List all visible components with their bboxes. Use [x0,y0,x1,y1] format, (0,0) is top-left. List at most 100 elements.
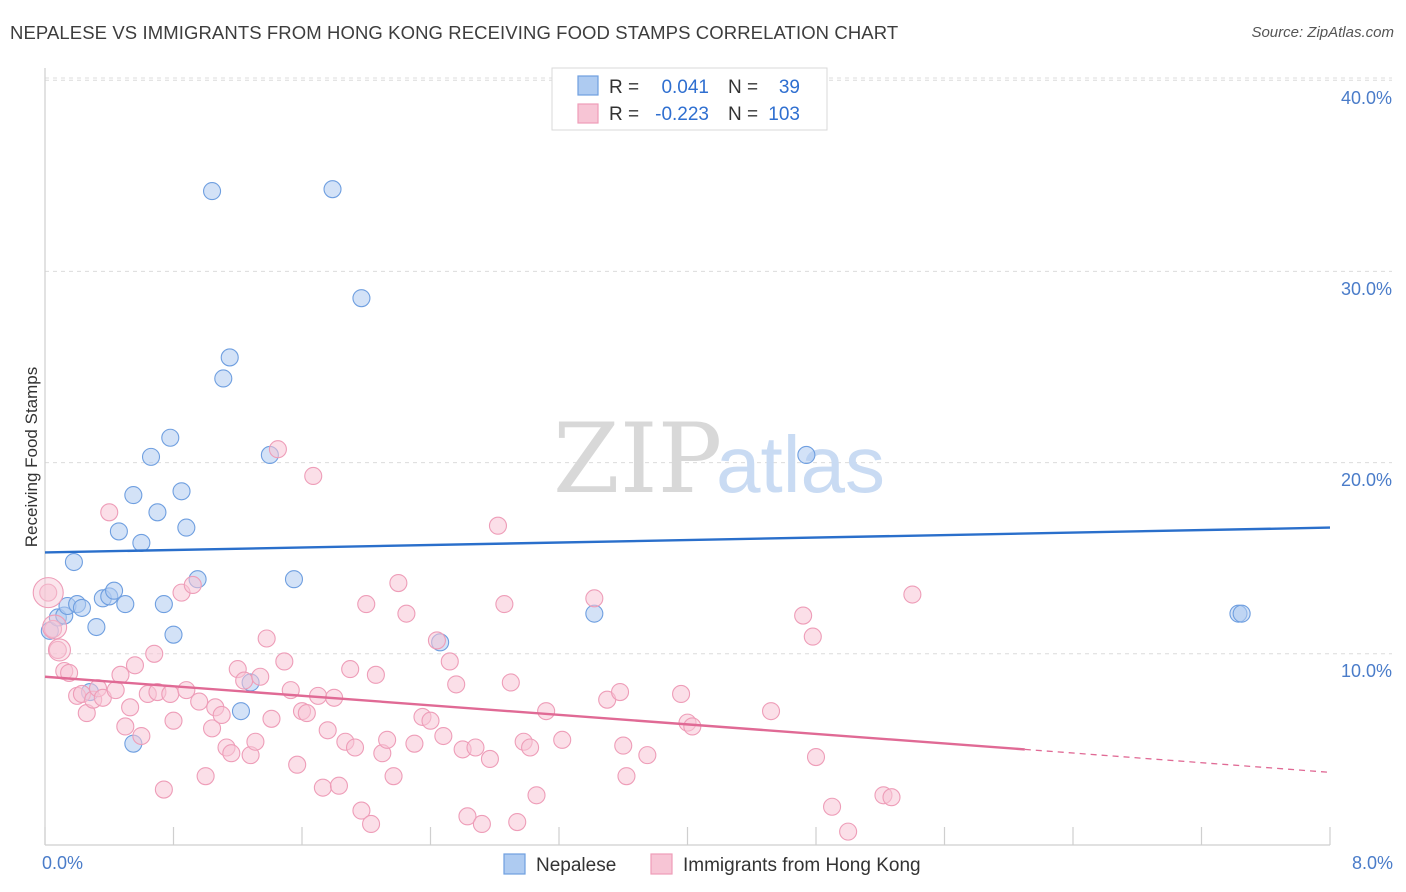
data-point [39,583,58,602]
stats-legend-r-label-hong-kong: R = [609,104,639,125]
data-point-large [32,577,64,609]
data-point [177,518,196,537]
data-point [421,711,440,730]
data-point [672,684,691,704]
data-point [794,606,813,625]
legend-label-hong-kong: Immigrants from Hong Kong [683,855,921,876]
y-tick-label-30: 30.0% [1341,279,1392,299]
data-point [288,755,307,774]
data-point [508,813,527,832]
data-point [161,684,180,704]
stats-legend-r-label-nepalese: R = [609,77,639,98]
data-point [105,581,124,600]
chart-source: Source: ZipAtlas.com [1251,24,1394,41]
data-point [161,428,180,447]
watermark: ZIP atlas [553,403,885,515]
data-point [64,552,83,572]
data-point [148,503,167,522]
data-point [190,692,209,711]
x-tick-label-min: 0.0% [42,853,83,873]
watermark-zip: ZIP [553,403,722,515]
data-point [553,730,572,749]
data-point [203,182,222,201]
stats-legend-r-value-hong-kong: -0.223 [655,104,709,125]
data-point [329,776,348,795]
data-point [132,533,151,552]
data-point [203,719,222,738]
data-point [389,574,408,593]
legend-label-nepalese: Nepalese [536,855,616,876]
y-axis-title: Receiving Food Stamps [22,367,41,547]
data-point [48,640,67,660]
data-point [125,656,144,675]
series-hong-kong-large-points [32,577,72,662]
trend-line-extension-hong-kong [1024,748,1331,773]
data-point [357,595,376,614]
data-point [212,705,231,725]
data-point [527,786,546,805]
data-point [823,797,842,816]
data-point [246,732,265,751]
data-point [154,595,173,614]
data-point [222,744,241,763]
data-point [154,780,173,799]
data-point [405,734,424,753]
data-point [761,702,781,721]
data-point [610,682,630,702]
data-point [352,801,371,820]
data-point [521,738,540,757]
data-point [132,726,151,746]
data-point [257,629,276,648]
data-point [145,644,164,663]
data-point [617,767,636,786]
legend-swatch-hong-kong [650,853,673,875]
data-point [495,595,514,614]
data-point [803,627,822,646]
chart-title: NEPALESE VS IMMIGRANTS FROM HONG KONG RE… [10,22,899,43]
data-point [87,617,106,637]
data-point [172,482,191,501]
data-point [434,726,453,746]
data-point [806,747,826,767]
data-point [116,717,135,736]
series-hong-kong-points [39,440,922,841]
series-legend: Nepalese Immigrants from Hong Kong [503,853,921,876]
data-point [797,445,816,465]
stats-legend-n-label-nepalese: N = [728,77,758,98]
watermark-atlas: atlas [716,420,885,509]
data-point [231,702,251,721]
stats-legend-n-value-nepalese: 39 [779,77,800,98]
data-point [378,730,397,749]
data-point [268,440,287,459]
data-point [297,704,316,723]
data-point [585,604,604,623]
data-point [903,585,922,604]
trend-lines [44,526,1331,773]
data-point [124,486,143,505]
data-point [366,665,385,684]
data-point [284,570,304,589]
stats-legend-swatch-hong-kong [577,103,599,124]
stats-legend-r-value-nepalese: 0.041 [661,77,709,98]
data-point [72,598,91,617]
data-point [362,814,381,834]
data-point [106,681,125,700]
stats-legend-n-label-hong-kong: N = [728,104,758,125]
data-point [116,595,135,614]
data-point-large [47,638,72,662]
data-point [164,711,183,730]
data-point [109,522,128,541]
data-point [882,788,901,807]
data-point [262,709,281,728]
data-point [458,807,477,826]
data-point [501,673,520,692]
data-point [304,466,323,486]
data-point [164,625,183,644]
data-point [839,822,858,841]
data-point [43,619,63,638]
stats-legend: R = 0.041 N = 39 R = -0.223 N = 103 [551,67,828,131]
stats-legend-swatch-nepalese [577,75,599,96]
grid-lines [45,77,1392,655]
trend-line-hong-kong [44,675,1025,751]
